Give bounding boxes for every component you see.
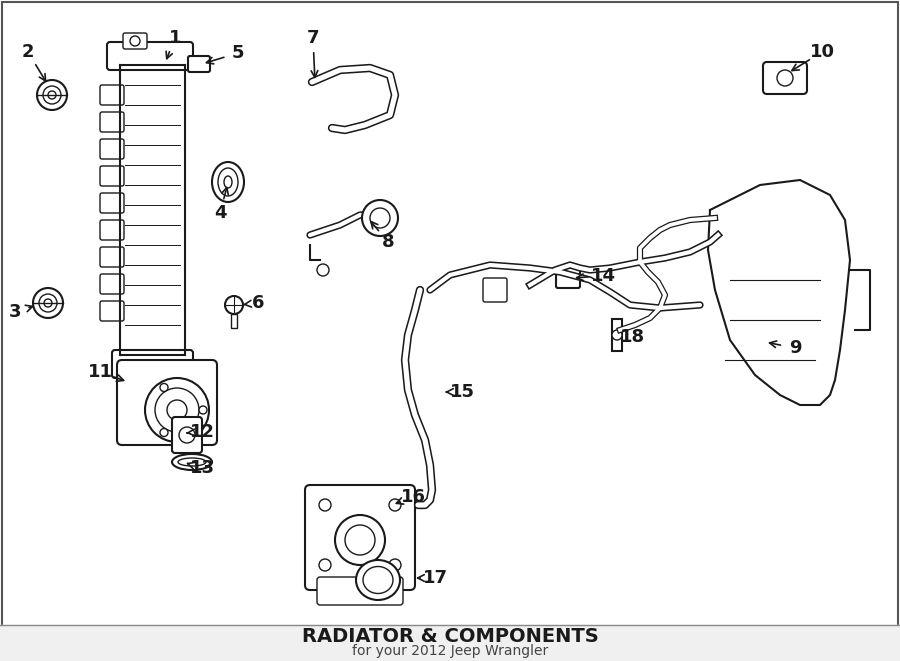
Text: 13: 13 — [190, 459, 214, 477]
Circle shape — [319, 499, 331, 511]
Text: 6: 6 — [252, 294, 265, 312]
Polygon shape — [708, 180, 850, 405]
Circle shape — [199, 406, 207, 414]
Text: 9: 9 — [788, 339, 801, 357]
FancyBboxPatch shape — [100, 274, 124, 294]
Bar — [231, 314, 237, 328]
Text: 12: 12 — [190, 423, 214, 441]
Circle shape — [225, 296, 243, 314]
Ellipse shape — [178, 458, 206, 466]
Text: 7: 7 — [307, 29, 320, 47]
Ellipse shape — [218, 168, 238, 196]
Ellipse shape — [224, 176, 232, 188]
FancyBboxPatch shape — [100, 139, 124, 159]
Text: 4: 4 — [214, 204, 226, 222]
Circle shape — [160, 428, 168, 436]
Circle shape — [317, 264, 329, 276]
Ellipse shape — [172, 454, 212, 470]
Circle shape — [44, 299, 52, 307]
Circle shape — [48, 91, 56, 99]
FancyBboxPatch shape — [763, 62, 807, 94]
FancyBboxPatch shape — [483, 278, 507, 302]
Circle shape — [362, 200, 398, 236]
Circle shape — [335, 515, 385, 565]
Circle shape — [389, 559, 401, 571]
Text: 18: 18 — [619, 328, 644, 346]
FancyBboxPatch shape — [100, 85, 124, 105]
Circle shape — [37, 80, 67, 110]
Text: 17: 17 — [422, 569, 447, 587]
FancyBboxPatch shape — [107, 42, 193, 70]
Ellipse shape — [356, 560, 400, 600]
Text: 14: 14 — [590, 267, 616, 285]
Circle shape — [160, 383, 168, 391]
FancyBboxPatch shape — [100, 301, 124, 321]
Bar — [612, 319, 622, 351]
Circle shape — [179, 427, 195, 443]
FancyBboxPatch shape — [100, 193, 124, 213]
FancyBboxPatch shape — [123, 33, 147, 49]
Circle shape — [145, 378, 209, 442]
Text: 15: 15 — [449, 383, 474, 401]
Text: 8: 8 — [382, 233, 394, 251]
FancyBboxPatch shape — [112, 350, 193, 378]
Circle shape — [130, 36, 140, 46]
Text: 10: 10 — [809, 43, 834, 61]
Text: 2: 2 — [22, 43, 34, 61]
FancyBboxPatch shape — [305, 485, 415, 590]
Text: 1: 1 — [169, 29, 181, 47]
Circle shape — [167, 400, 187, 420]
FancyBboxPatch shape — [100, 247, 124, 267]
Ellipse shape — [212, 162, 244, 202]
Circle shape — [777, 70, 793, 86]
FancyBboxPatch shape — [556, 268, 580, 288]
Circle shape — [612, 330, 622, 340]
Circle shape — [319, 559, 331, 571]
Circle shape — [39, 294, 57, 312]
Circle shape — [43, 86, 61, 104]
FancyBboxPatch shape — [100, 166, 124, 186]
Text: 5: 5 — [232, 44, 244, 62]
Circle shape — [345, 525, 375, 555]
FancyBboxPatch shape — [117, 360, 217, 445]
Circle shape — [33, 288, 63, 318]
FancyBboxPatch shape — [188, 56, 210, 72]
FancyBboxPatch shape — [317, 577, 403, 605]
FancyBboxPatch shape — [172, 417, 202, 453]
Circle shape — [389, 499, 401, 511]
Circle shape — [370, 208, 390, 228]
FancyBboxPatch shape — [100, 220, 124, 240]
FancyBboxPatch shape — [100, 112, 124, 132]
Ellipse shape — [363, 566, 393, 594]
Text: 16: 16 — [400, 488, 426, 506]
Text: 3: 3 — [9, 303, 22, 321]
Text: RADIATOR & COMPONENTS: RADIATOR & COMPONENTS — [302, 627, 598, 646]
Text: for your 2012 Jeep Wrangler: for your 2012 Jeep Wrangler — [352, 644, 548, 658]
Text: 11: 11 — [87, 363, 112, 381]
Bar — [0, 625, 900, 661]
Circle shape — [155, 388, 199, 432]
